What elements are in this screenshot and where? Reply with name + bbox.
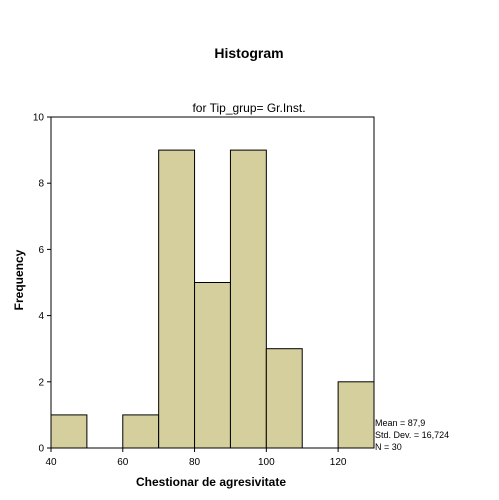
plot-frame	[50, 116, 375, 449]
histogram-bar-40-50	[50, 414, 88, 449]
histogram-bar-100-110	[265, 348, 303, 449]
x-tick-label: 40	[45, 457, 57, 468]
y-tick-label: 0	[38, 444, 44, 455]
y-axis-label: Frequency	[12, 249, 26, 310]
chart-title: Histogram	[214, 45, 283, 61]
histogram-bar-120-130	[337, 381, 375, 449]
y-tick-label: 10	[33, 113, 45, 124]
x-axis: 40 60 80 100 120	[45, 448, 347, 468]
stat-mean: Mean = 87,9	[375, 418, 425, 428]
histogram-bar-80-90	[194, 282, 231, 449]
histogram-bar-90-100	[229, 149, 267, 449]
x-axis-label: Chestionar de agresivitate	[136, 475, 286, 489]
y-axis: 0 2 4 6 8 10	[33, 113, 51, 455]
histogram-bar-60-70	[122, 414, 160, 449]
x-tick-label: 120	[330, 457, 347, 468]
x-tick-label: 60	[117, 457, 129, 468]
histogram-bar-70-80	[158, 149, 196, 449]
stat-n: N = 30	[375, 442, 402, 452]
x-tick-label: 80	[189, 457, 201, 468]
histogram-bars	[50, 149, 375, 449]
y-tick-label: 6	[38, 245, 44, 256]
stat-std-dev: Std. Dev. = 16,724	[375, 430, 449, 440]
chart-subtitle: for Tip_grup= Gr.Inst.	[192, 101, 305, 115]
y-tick-label: 4	[38, 311, 44, 322]
y-tick-label: 8	[38, 179, 44, 190]
x-tick-label: 100	[258, 457, 275, 468]
y-tick-label: 2	[38, 377, 44, 388]
